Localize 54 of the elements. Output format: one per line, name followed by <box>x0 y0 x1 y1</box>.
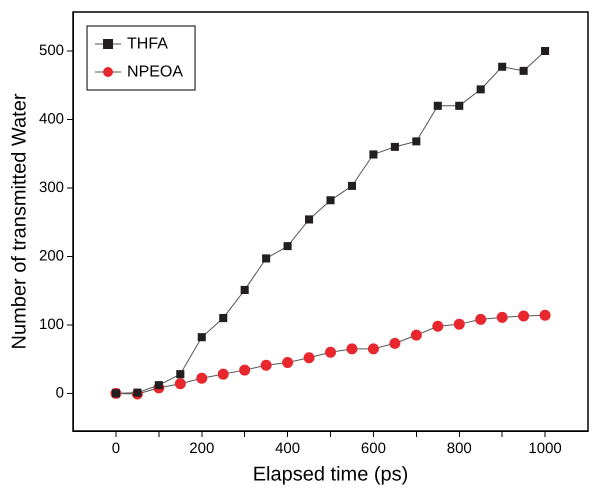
point <box>154 381 163 390</box>
legend-label: THFA <box>127 35 168 52</box>
point <box>218 368 229 380</box>
y-tick-label: 0 <box>56 384 64 402</box>
point <box>239 364 250 376</box>
point <box>412 137 420 146</box>
y-tick-label: 100 <box>38 316 64 334</box>
point <box>304 352 315 364</box>
x-tick-label: 0 <box>112 440 120 458</box>
y-tick-label: 400 <box>38 110 64 128</box>
point <box>498 62 506 71</box>
point <box>348 182 356 190</box>
point <box>368 343 379 354</box>
legend-label: NPEOA <box>127 63 184 80</box>
point <box>198 333 206 342</box>
x-tick-label: 1000 <box>528 440 562 458</box>
point <box>410 330 422 341</box>
point <box>240 286 249 294</box>
point <box>133 388 142 397</box>
point <box>325 346 336 358</box>
point <box>262 254 270 263</box>
point <box>369 150 378 158</box>
point <box>389 338 400 349</box>
x-tick-label: 200 <box>189 440 214 458</box>
point <box>475 314 486 325</box>
y-tick-label: 500 <box>38 42 64 60</box>
point <box>520 66 528 75</box>
x-tick-label: 400 <box>275 440 300 458</box>
y-axis-title: Number of transmitted Water <box>8 93 31 350</box>
point <box>284 242 292 250</box>
y-tick-label: 200 <box>38 248 64 265</box>
point <box>219 314 228 322</box>
x-axis-title: Elapsed time (ps) <box>252 464 408 486</box>
y-tick-label: 300 <box>38 179 64 196</box>
point <box>496 312 508 323</box>
point <box>176 370 184 378</box>
point <box>454 318 465 330</box>
point <box>196 372 208 384</box>
x-tick-label: 600 <box>360 440 386 458</box>
point <box>282 357 294 368</box>
x-tick-label: 800 <box>446 440 472 458</box>
point <box>455 102 464 110</box>
point <box>326 196 335 204</box>
point <box>476 85 485 94</box>
point <box>305 215 314 224</box>
point <box>541 46 550 56</box>
point <box>390 142 399 151</box>
point <box>346 343 358 354</box>
point <box>260 360 272 371</box>
point <box>174 378 186 390</box>
point <box>540 310 551 321</box>
point <box>432 320 444 332</box>
point <box>434 102 442 110</box>
point <box>518 310 530 322</box>
